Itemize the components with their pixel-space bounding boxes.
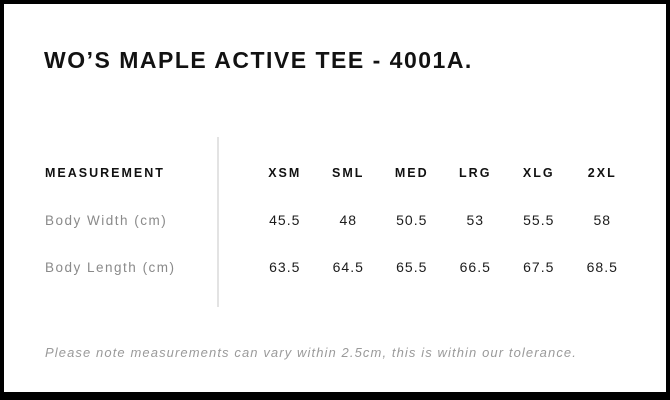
body-length-lrg: 66.5 [459,259,491,275]
body-width-lrg: 53 [466,212,485,228]
size-guide-sheet: WO’S MAPLE ACTIVE TEE - 4001A. MEASUREME… [4,4,666,392]
body-length-sml: 64.5 [332,259,364,275]
body-width-xlg: 55.5 [523,212,555,228]
body-length-med: 65.5 [396,259,428,275]
tolerance-note: Please note measurements can vary within… [45,345,577,360]
body-width-med: 50.5 [396,212,428,228]
size-header-xsm: XSM [268,166,302,180]
size-header-lrg: LRG [459,166,492,180]
size-header-med: MED [394,166,429,180]
size-header-xlg: XLG [522,166,555,180]
row-label-body-length: Body Length (cm) [45,259,176,275]
column-divider [217,137,219,307]
body-width-sml: 48 [339,212,358,228]
product-title: WO’S MAPLE ACTIVE TEE - 4001A. [44,47,473,73]
body-length-row: Body Length (cm) 63.5 64.5 65.5 66.5 67.… [45,259,634,275]
body-width-2xl: 58 [593,212,612,228]
row-label-body-width: Body Width (cm) [45,212,168,228]
body-width-xsm: 45.5 [269,212,301,228]
size-header-2xl: 2XL [587,166,617,180]
size-chart-header-row: MEASUREMENT XSM SML MED LRG XLG 2XL [45,165,634,181]
size-header-sml: SML [332,166,365,180]
body-width-row: Body Width (cm) 45.5 48 50.5 53 55.5 58 [45,212,634,228]
body-length-2xl: 68.5 [586,259,618,275]
body-length-xlg: 67.5 [523,259,555,275]
measurement-column-header: MEASUREMENT [45,166,165,180]
body-length-xsm: 63.5 [269,259,301,275]
